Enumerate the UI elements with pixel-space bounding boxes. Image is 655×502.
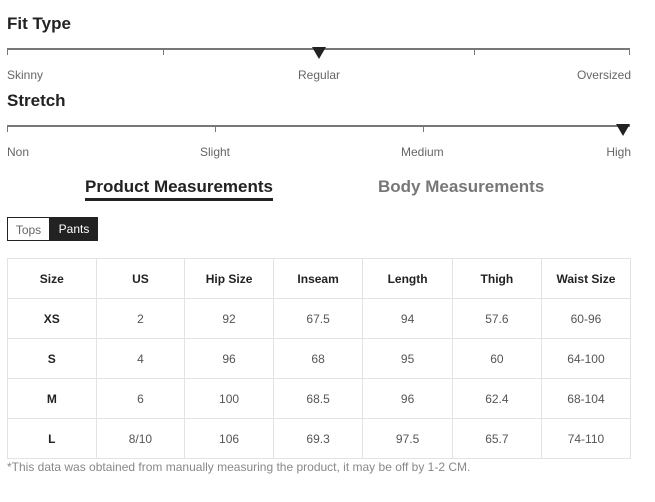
table-cell: 68 (272, 338, 364, 379)
table-cell: 64-100 (540, 338, 632, 379)
table-row: L 8/10 106 69.3 97.5 65.7 74-110 (7, 418, 632, 459)
stretch-marker-icon (616, 124, 630, 136)
table-cell: XS (7, 298, 97, 339)
table-cell: 6 (95, 378, 186, 419)
measurements-table: Size US Hip Size Inseam Length Thigh Wai… (7, 258, 632, 459)
table-cell: 8/10 (95, 418, 186, 459)
table-cell: 96 (184, 338, 274, 379)
table-row: XS 2 92 67.5 94 57.6 60-96 (7, 298, 632, 339)
table-cell: 2 (95, 298, 186, 339)
table-cell: 60 (451, 338, 542, 379)
header-length: Length (362, 258, 453, 299)
table-cell: 57.6 (451, 298, 542, 339)
header-waist: Waist Size (540, 258, 632, 299)
fit-type-title: Fit Type (7, 14, 71, 33)
table-cell: 95 (362, 338, 453, 379)
header-size: Size (7, 258, 97, 299)
stretch-label-high: High (606, 145, 631, 159)
table-cell: 92 (184, 298, 274, 339)
table-cell: 74-110 (540, 418, 632, 459)
table-cell: 68-104 (540, 378, 632, 419)
table-cell: 69.3 (272, 418, 364, 459)
tab-body-measurements[interactable]: Body Measurements (378, 177, 545, 196)
header-inseam: Inseam (272, 258, 364, 299)
fit-label-oversized: Oversized (576, 68, 631, 82)
table-cell: M (7, 378, 97, 419)
header-us: US (95, 258, 186, 299)
stretch-scale (7, 124, 630, 136)
table-cell: 4 (95, 338, 186, 379)
header-thigh: Thigh (451, 258, 542, 299)
table-cell: 60-96 (540, 298, 632, 339)
table-row: M 6 100 68.5 96 62.4 68-104 (7, 378, 632, 419)
fit-label-skinny: Skinny (7, 68, 44, 82)
pants-button[interactable]: Pants (50, 217, 98, 241)
table-cell: 97.5 (362, 418, 453, 459)
table-cell: L (7, 418, 97, 459)
table-cell: 65.7 (451, 418, 542, 459)
stretch-label-slight: Slight (200, 145, 231, 159)
stretch-title: Stretch (7, 91, 66, 110)
table-cell: 94 (362, 298, 453, 339)
tops-button[interactable]: Tops (7, 217, 50, 241)
table-row: S 4 96 68 95 60 64-100 (7, 338, 632, 379)
fit-label-regular: Regular (298, 68, 341, 82)
stretch-label-medium: Medium (401, 145, 444, 159)
fit-type-marker-icon (312, 47, 326, 59)
table-cell: 67.5 (272, 298, 364, 339)
table-cell: 62.4 (451, 378, 542, 419)
table-cell: 100 (184, 378, 274, 419)
table-header-row: Size US Hip Size Inseam Length Thigh Wai… (7, 258, 632, 299)
table-cell: 96 (362, 378, 453, 419)
fit-type-scale (7, 47, 630, 59)
table-cell: 68.5 (272, 378, 364, 419)
table-cell: 106 (184, 418, 274, 459)
tab-product-measurements[interactable]: Product Measurements (85, 177, 273, 201)
measurement-note: *This data was obtained from manually me… (7, 460, 471, 474)
stretch-label-non: Non (7, 145, 30, 159)
header-hip: Hip Size (184, 258, 274, 299)
table-cell: S (7, 338, 97, 379)
